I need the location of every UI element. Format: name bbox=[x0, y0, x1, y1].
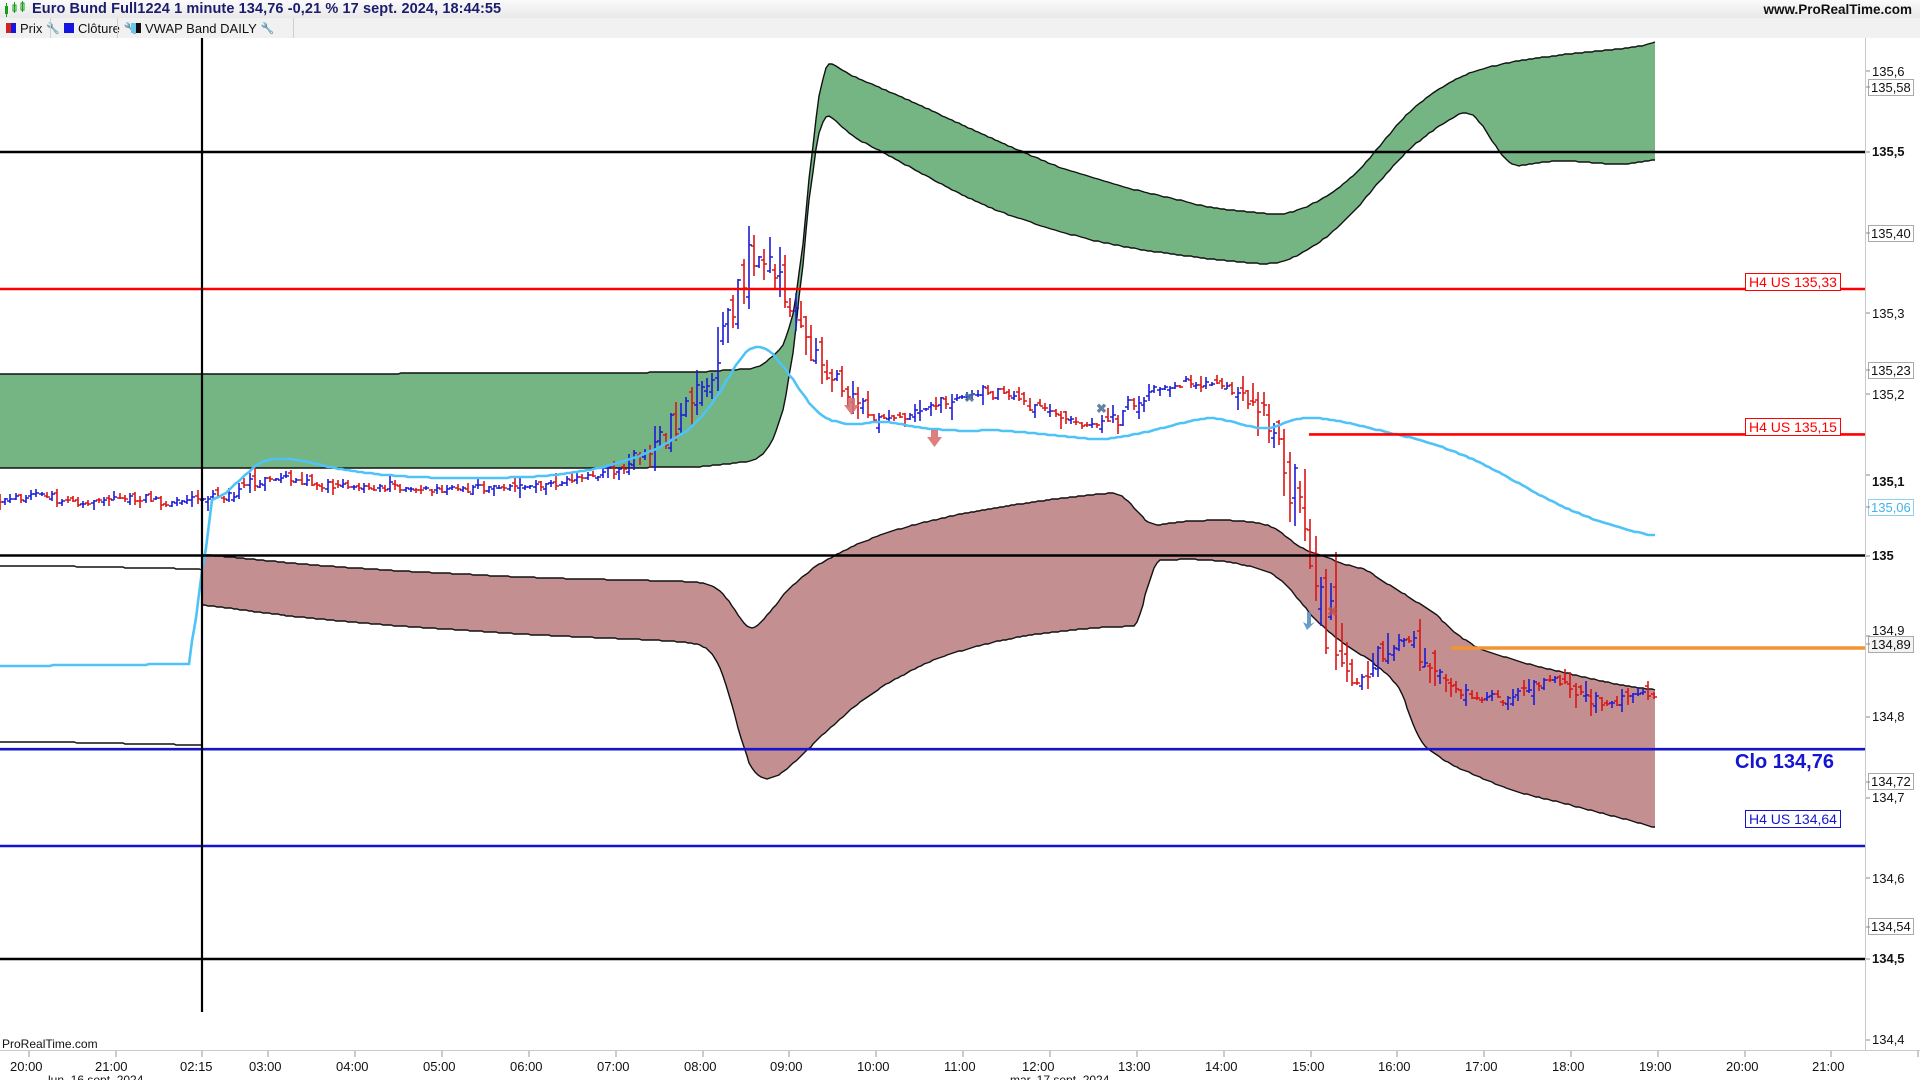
svg-text:✖: ✖ bbox=[1096, 401, 1107, 416]
svg-text:✖: ✖ bbox=[1327, 604, 1338, 619]
svg-text:✖: ✖ bbox=[964, 390, 975, 405]
